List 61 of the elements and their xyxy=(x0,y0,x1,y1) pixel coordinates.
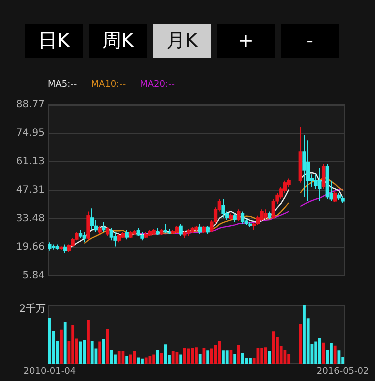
bar xyxy=(191,348,194,364)
text: MA5:-- xyxy=(48,80,78,90)
bar xyxy=(249,358,252,364)
bar xyxy=(226,350,229,364)
y-tick-label: 47.31 xyxy=(16,185,45,196)
bar xyxy=(272,332,276,364)
text: + xyxy=(217,24,275,58)
bar xyxy=(330,343,333,364)
bar xyxy=(64,322,67,364)
bar xyxy=(152,354,156,364)
bar xyxy=(198,354,202,364)
bar xyxy=(183,348,186,364)
bar xyxy=(195,348,198,364)
text: 2千万 xyxy=(18,302,46,316)
bar xyxy=(48,318,52,364)
bar xyxy=(141,358,144,364)
bar xyxy=(87,320,90,364)
bar xyxy=(98,342,102,364)
bar xyxy=(126,356,129,364)
text: 周K xyxy=(89,24,147,58)
bar xyxy=(83,340,86,364)
bar xyxy=(334,346,337,364)
text: MA10:-- xyxy=(91,80,126,90)
text: - xyxy=(281,24,339,58)
bar xyxy=(102,339,106,364)
bar xyxy=(156,350,160,364)
bar xyxy=(90,341,94,364)
y-tick-label: 5.84 xyxy=(22,270,45,282)
bar xyxy=(164,344,168,364)
bar xyxy=(314,342,318,364)
bar xyxy=(318,338,322,364)
bar xyxy=(72,325,75,364)
y-tick-label: 74.95 xyxy=(16,128,45,140)
y-tick-label: 61.13 xyxy=(16,156,45,168)
x-tick-label: 2016-05-02 xyxy=(316,366,370,377)
bar xyxy=(303,305,306,364)
text: MA20:-- xyxy=(140,80,175,90)
bar xyxy=(60,330,63,364)
bar xyxy=(264,348,268,364)
bar xyxy=(129,354,132,364)
bar xyxy=(222,350,225,364)
bar xyxy=(210,348,214,364)
bar xyxy=(137,358,140,364)
text: 月K xyxy=(153,24,211,58)
bar xyxy=(180,354,183,364)
bar xyxy=(260,348,264,364)
bar xyxy=(144,358,148,364)
bar xyxy=(237,345,240,364)
x-tick-label: 2010-01-04 xyxy=(24,366,76,377)
bar xyxy=(110,350,114,364)
y-tick-label: 88.77 xyxy=(16,100,45,111)
bar xyxy=(288,354,291,364)
bar xyxy=(172,351,175,364)
bar xyxy=(206,350,210,364)
y-tick-label: 33.48 xyxy=(16,214,45,225)
bar xyxy=(118,351,121,364)
bar xyxy=(218,341,222,364)
bar xyxy=(299,324,302,364)
bar xyxy=(234,354,237,364)
text: 日K xyxy=(25,24,83,58)
y-tick-label: 19.66 xyxy=(16,242,45,254)
